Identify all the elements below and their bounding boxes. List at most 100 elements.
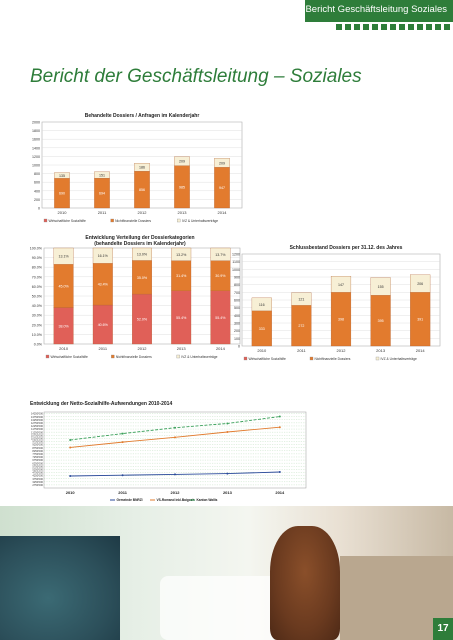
y-tick-label: 90.0% (32, 256, 43, 260)
y-tick-label: 40.0% (32, 304, 43, 308)
data-label: 333 (259, 327, 265, 331)
chart-closing-stock: Schlussbestand Dossiers per 31.12. des J… (228, 242, 450, 382)
x-tick-label: 2012 (337, 348, 347, 353)
chart-category-distribution-svg: Entwicklung Verteilung der Dossierkatego… (30, 235, 241, 359)
chart-title: Schlussbestand Dossiers per 31.12. des J… (290, 245, 403, 251)
data-label: 13.2% (176, 253, 187, 257)
series-point (174, 426, 176, 429)
data-label: 147 (338, 283, 344, 287)
series-point (226, 422, 229, 425)
legend-label: Gemeinde BNRZI (117, 498, 143, 502)
data-label: 947 (219, 186, 225, 190)
y-tick-label: 800 (234, 283, 240, 287)
legend-label: IVZ & Unterhaltsverträge (381, 357, 417, 361)
photo-person-right (270, 526, 340, 640)
bar-segment (94, 171, 110, 179)
series-point (226, 472, 229, 475)
data-label: 209 (219, 161, 225, 165)
legend-swatch (375, 356, 380, 361)
legend-swatch (43, 218, 48, 223)
y-tick-label: 800 (34, 172, 40, 176)
legend-swatch (176, 354, 180, 359)
series-point (121, 432, 124, 435)
series-point (69, 446, 72, 449)
chart-net-social-assistance-svg: Entwicklung der Netto-Sozialhilfe-Aufwen… (30, 401, 307, 502)
bar-segment (370, 277, 391, 296)
y-tick-label: 4750'000 (32, 471, 43, 475)
page-header: Bericht Geschäftsleitung Soziales (0, 0, 453, 30)
photo-person-left (0, 536, 120, 640)
y-tick-label: 7250'000 (32, 455, 43, 459)
chart-closing-stock-svg: Schlussbestand Dossiers per 31.12. des J… (232, 245, 441, 361)
bar-segment (214, 158, 230, 168)
y-tick-label: 12250'000 (31, 424, 44, 428)
legend-label: Nichtfinanzielle Dossiers (115, 219, 151, 223)
y-tick-label: 1000 (32, 164, 40, 168)
y-tick-label: 400 (234, 314, 240, 318)
data-label: 151 (99, 173, 105, 177)
data-label: 395 (378, 319, 384, 323)
bar-segment (53, 247, 74, 265)
data-label: 43.4% (98, 283, 109, 287)
data-label: 52.0% (137, 318, 148, 322)
y-tick-label: 4250'000 (32, 474, 43, 478)
data-label: 116 (259, 303, 265, 307)
data-label: 55.4% (176, 316, 187, 320)
x-tick-label: 2014 (275, 490, 285, 495)
y-tick-label: 70.0% (32, 275, 43, 279)
y-tick-label: 0 (38, 207, 40, 211)
y-tick-label: 3250'000 (32, 480, 43, 484)
series-point (121, 441, 124, 444)
data-label: 13.7% (215, 253, 226, 257)
x-tick-label: 2011 (98, 210, 107, 215)
bar-segment (92, 247, 113, 264)
y-tick-label: 14250'000 (31, 412, 44, 416)
chart-net-social-assistance: Entwicklung der Netto-Sozialhilfe-Aufwen… (30, 398, 330, 512)
page-number: 17 (433, 618, 453, 640)
bar-segment (210, 247, 231, 261)
y-tick-label: 9250'000 (32, 443, 43, 447)
y-tick-label: 600 (234, 299, 240, 303)
x-tick-label: 2013 (223, 490, 233, 495)
y-tick-label: 6750'000 (32, 458, 43, 462)
legend-swatch (111, 354, 115, 359)
x-tick-label: 2014 (416, 348, 426, 353)
series-point (121, 474, 124, 477)
header-white-band (0, 0, 305, 18)
x-tick-label: 2010 (58, 210, 68, 215)
legend-swatch (243, 356, 248, 361)
legend-label: Nichtfinanzielle Dossiers (315, 357, 351, 361)
chart-handled-dossiers: Behandelte Dossiers / Anfragen im Kalend… (30, 110, 255, 232)
y-tick-label: 700 (234, 291, 240, 295)
legend-label: IVZ & Unterhaltsverträge (181, 355, 217, 359)
legend-label: Kanton Wallis (197, 498, 218, 502)
x-tick-label: 2011 (98, 346, 107, 351)
page-title: Bericht der Geschäftsleitung – Soziales (30, 66, 362, 87)
y-tick-label: 300 (234, 322, 240, 326)
series-point (174, 436, 176, 439)
data-label: 13.0% (137, 253, 148, 257)
y-tick-label: 2000 (32, 121, 40, 125)
bar-segment (54, 172, 70, 179)
header-green-band: Bericht Geschäftsleitung Soziales (305, 0, 453, 22)
data-label: 391 (417, 318, 423, 322)
x-tick-label: 2014 (218, 210, 228, 215)
y-tick-label: 5250'000 (32, 467, 43, 471)
y-tick-label: 6250'000 (32, 461, 43, 465)
data-label: 209 (179, 160, 185, 164)
x-tick-label: 2010 (66, 490, 76, 495)
series-point (278, 426, 281, 429)
y-tick-label: 13250'000 (31, 418, 44, 422)
x-tick-label: 2013 (376, 348, 386, 353)
data-label: 40.6% (98, 323, 109, 327)
y-tick-label: 50.0% (32, 295, 43, 299)
header-decor-squares (336, 24, 450, 30)
y-tick-label: 60.0% (32, 285, 43, 289)
bar-segment (134, 163, 150, 172)
series-point (69, 475, 72, 477)
x-tick-label: 2012 (138, 210, 148, 215)
data-label: 13.1% (58, 255, 69, 259)
x-tick-label: 2010 (257, 348, 267, 353)
series-point (174, 473, 176, 476)
data-label: 121 (298, 298, 304, 302)
